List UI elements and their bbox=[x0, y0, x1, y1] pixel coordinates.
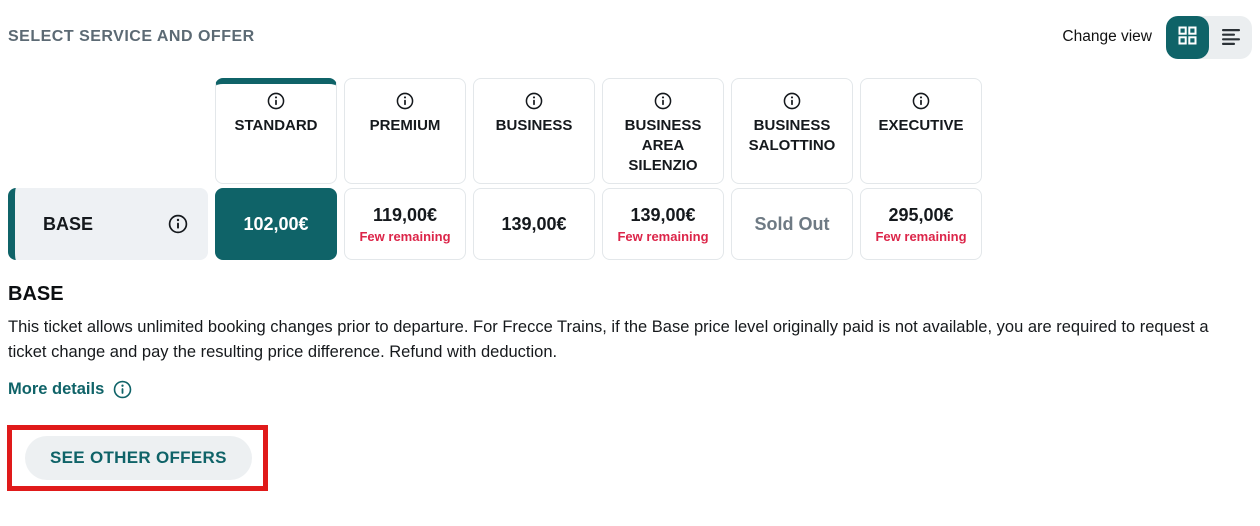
service-header-standard: STANDARD bbox=[215, 78, 337, 184]
service-header-business: BUSINESS bbox=[473, 78, 595, 184]
info-icon[interactable] bbox=[525, 92, 543, 110]
price-value: 119,00€ bbox=[372, 204, 438, 225]
grid-view-button[interactable] bbox=[1166, 15, 1209, 59]
service-header-business-salottino: BUSINESS SALOTTINO bbox=[731, 78, 853, 184]
price-cell-business-area-silenzio[interactable]: 139,00€ Few remaining bbox=[602, 188, 724, 260]
price-cell-business[interactable]: 139,00€ bbox=[473, 188, 595, 260]
view-controls: Change view bbox=[1062, 15, 1252, 59]
more-details-link[interactable]: More details bbox=[8, 380, 132, 399]
availability-note: Few remaining bbox=[359, 228, 451, 244]
offer-selection-page: SELECT SERVICE AND OFFER Change view bbox=[0, 15, 1260, 526]
change-view-label: Change view bbox=[1062, 28, 1152, 45]
price-value: 139,00€ bbox=[630, 204, 696, 225]
availability-note: Few remaining bbox=[875, 228, 967, 244]
service-name: STANDARD bbox=[234, 117, 318, 134]
list-view-icon bbox=[1220, 26, 1242, 49]
offer-title: BASE bbox=[8, 283, 64, 305]
price-cell-business-salottino: Sold Out bbox=[731, 188, 853, 260]
page-title: SELECT SERVICE AND OFFER bbox=[8, 28, 255, 45]
service-name: BUSINESS bbox=[495, 117, 573, 134]
info-icon[interactable] bbox=[396, 92, 414, 110]
more-details-label: More details bbox=[8, 380, 105, 398]
sold-out-label: Sold Out bbox=[754, 213, 830, 234]
availability-note: Few remaining bbox=[617, 228, 709, 244]
view-toggle bbox=[1166, 15, 1252, 59]
offer-description: This ticket allows unlimited booking cha… bbox=[8, 318, 1209, 361]
info-icon[interactable] bbox=[654, 92, 672, 110]
service-header-executive: EXECUTIVE bbox=[860, 78, 982, 184]
service-name: BUSINESS AREA SILENZIO bbox=[624, 117, 702, 174]
info-icon[interactable] bbox=[168, 214, 188, 234]
price-value: 102,00€ bbox=[243, 213, 309, 234]
list-view-button[interactable] bbox=[1209, 16, 1252, 59]
fare-label: BASE bbox=[43, 213, 94, 234]
info-icon bbox=[113, 380, 132, 399]
info-icon[interactable] bbox=[912, 92, 930, 110]
topbar: SELECT SERVICE AND OFFER Change view bbox=[8, 15, 1252, 59]
service-header-premium: PREMIUM bbox=[344, 78, 466, 184]
service-header-business-area-silenzio: BUSINESS AREA SILENZIO bbox=[602, 78, 724, 184]
service-name: BUSINESS SALOTTINO bbox=[748, 117, 836, 154]
grid-spacer bbox=[8, 78, 208, 184]
price-value: 295,00€ bbox=[888, 204, 954, 225]
info-icon[interactable] bbox=[267, 92, 285, 110]
grid-view-icon bbox=[1177, 25, 1198, 49]
see-other-offers-button[interactable]: SEE OTHER OFFERS bbox=[25, 436, 252, 480]
price-value: 139,00€ bbox=[501, 213, 567, 234]
annotation-highlight: SEE OTHER OFFERS bbox=[7, 425, 268, 491]
price-cell-standard[interactable]: 102,00€ bbox=[215, 188, 337, 260]
info-icon[interactable] bbox=[783, 92, 801, 110]
service-offer-grid: STANDARD PREMIUM BUSINESS BUSINESS AREA … bbox=[8, 78, 1252, 260]
service-name: PREMIUM bbox=[369, 117, 441, 134]
price-cell-executive[interactable]: 295,00€ Few remaining bbox=[860, 188, 982, 260]
service-name: EXECUTIVE bbox=[878, 117, 964, 134]
price-cell-premium[interactable]: 119,00€ Few remaining bbox=[344, 188, 466, 260]
fare-row-base: BASE bbox=[8, 188, 208, 260]
